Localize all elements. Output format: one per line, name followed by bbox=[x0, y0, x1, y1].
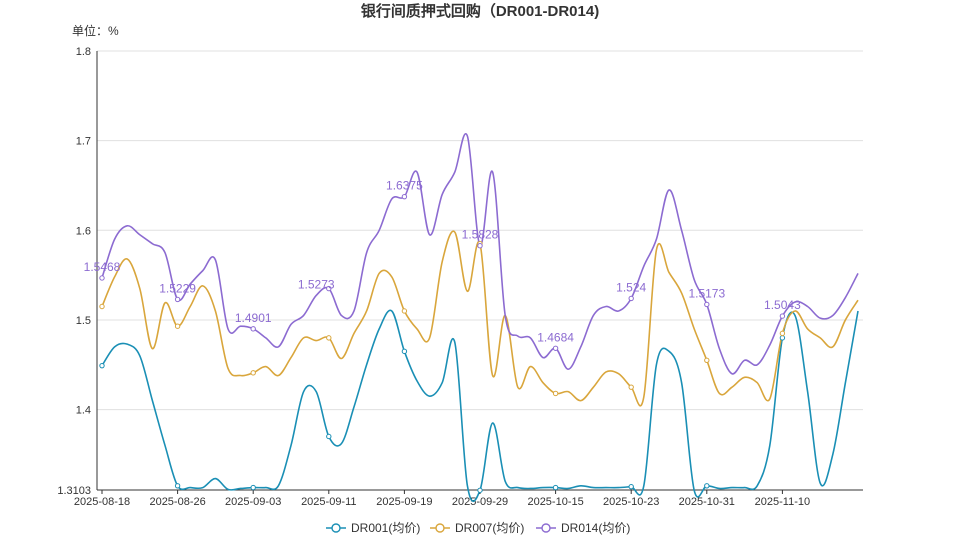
data-point bbox=[326, 433, 332, 440]
series-line-0 bbox=[101, 309, 859, 502]
data-label: 1.4684 bbox=[537, 330, 574, 344]
data-point bbox=[477, 487, 483, 493]
data-point bbox=[401, 348, 408, 355]
x-axis: 2025-08-18 2025-08-26 2025-09-03 2025-09-11… bbox=[74, 51, 863, 508]
grid-lines bbox=[97, 50, 863, 411]
data-point bbox=[779, 330, 786, 337]
x-tick-label: 2025-09-19 bbox=[376, 496, 432, 508]
series-group bbox=[101, 132, 859, 502]
series-line-1 bbox=[101, 230, 859, 407]
data-point bbox=[401, 308, 408, 314]
data-point bbox=[477, 243, 483, 249]
data-point bbox=[326, 335, 332, 341]
x-tick-label: 2025-10-23 bbox=[603, 496, 659, 508]
data-point bbox=[704, 301, 710, 308]
chart-title: 银行间质押式回购（DR001-DR014) bbox=[361, 2, 599, 20]
data-point bbox=[250, 326, 256, 332]
data-point bbox=[552, 390, 559, 397]
x-tick-label: 2025-08-18 bbox=[74, 496, 130, 508]
x-tick-label: 2025-08-26 bbox=[149, 496, 205, 508]
x-tick-label: 2025-10-31 bbox=[679, 496, 735, 508]
y-tick-label: 1.3103 bbox=[57, 485, 91, 497]
legend-label: DR007(均价) bbox=[455, 521, 524, 535]
x-tick-label: 2025-10-15 bbox=[527, 496, 583, 508]
data-label: 1.5229 bbox=[159, 281, 196, 295]
y-tick-label: 1.5 bbox=[76, 315, 91, 327]
data-point bbox=[174, 296, 181, 303]
x-tick-label: 2025-09-29 bbox=[452, 496, 508, 508]
data-label: 1.5468 bbox=[84, 260, 121, 274]
x-tick-label: 2025-09-03 bbox=[225, 496, 281, 508]
markers-group bbox=[99, 193, 786, 493]
data-point bbox=[779, 313, 786, 319]
data-point bbox=[99, 362, 105, 369]
data-point bbox=[628, 483, 634, 490]
y-tick-label: 1.6 bbox=[76, 225, 91, 237]
y-tick-label: 1.8 bbox=[76, 46, 91, 58]
legend-label: DR014(均价) bbox=[561, 521, 630, 535]
data-point bbox=[704, 483, 710, 489]
data-point bbox=[250, 484, 256, 491]
data-label: 1.5043 bbox=[764, 298, 801, 312]
legend-marker bbox=[331, 523, 341, 533]
data-label: 1.6375 bbox=[386, 179, 423, 193]
point-labels: 1.5468 1.5229 1.4901 1.5273 1.6375 1.5828 1.46… bbox=[84, 179, 801, 345]
y-axis-ticks: 1.3103 1.4 1.5 1.6 1.7 1.8 bbox=[57, 46, 91, 497]
data-point bbox=[401, 193, 408, 200]
legend-marker bbox=[435, 523, 445, 533]
series-line-2 bbox=[101, 132, 859, 375]
data-point bbox=[552, 345, 559, 351]
y-tick-label: 1.7 bbox=[76, 136, 91, 148]
data-label: 1.4901 bbox=[235, 311, 272, 325]
data-point bbox=[174, 323, 181, 329]
legend-label: DR001(均价) bbox=[351, 521, 420, 535]
data-point bbox=[704, 357, 710, 363]
unit-label: 单位：% bbox=[72, 23, 119, 38]
legend: DR001(均价) DR007(均价) DR014(均价) bbox=[326, 521, 630, 535]
data-point bbox=[628, 384, 634, 390]
y-tick-label: 1.4 bbox=[76, 405, 91, 417]
data-label: 1.5173 bbox=[688, 286, 725, 300]
data-point bbox=[552, 484, 559, 491]
data-point bbox=[250, 370, 256, 376]
x-tick-label: 2025-11-10 bbox=[755, 496, 810, 508]
x-tick-label: 2025-09-11 bbox=[301, 496, 356, 508]
data-point bbox=[628, 295, 634, 302]
data-label: 1.5273 bbox=[298, 277, 335, 291]
data-label: 1.5828 bbox=[462, 228, 499, 242]
data-point bbox=[99, 303, 105, 310]
legend-marker bbox=[541, 523, 551, 533]
data-point bbox=[326, 285, 332, 292]
data-point bbox=[779, 335, 786, 341]
data-point bbox=[174, 483, 181, 489]
data-label: 1.524 bbox=[616, 280, 646, 294]
data-point bbox=[99, 275, 105, 281]
